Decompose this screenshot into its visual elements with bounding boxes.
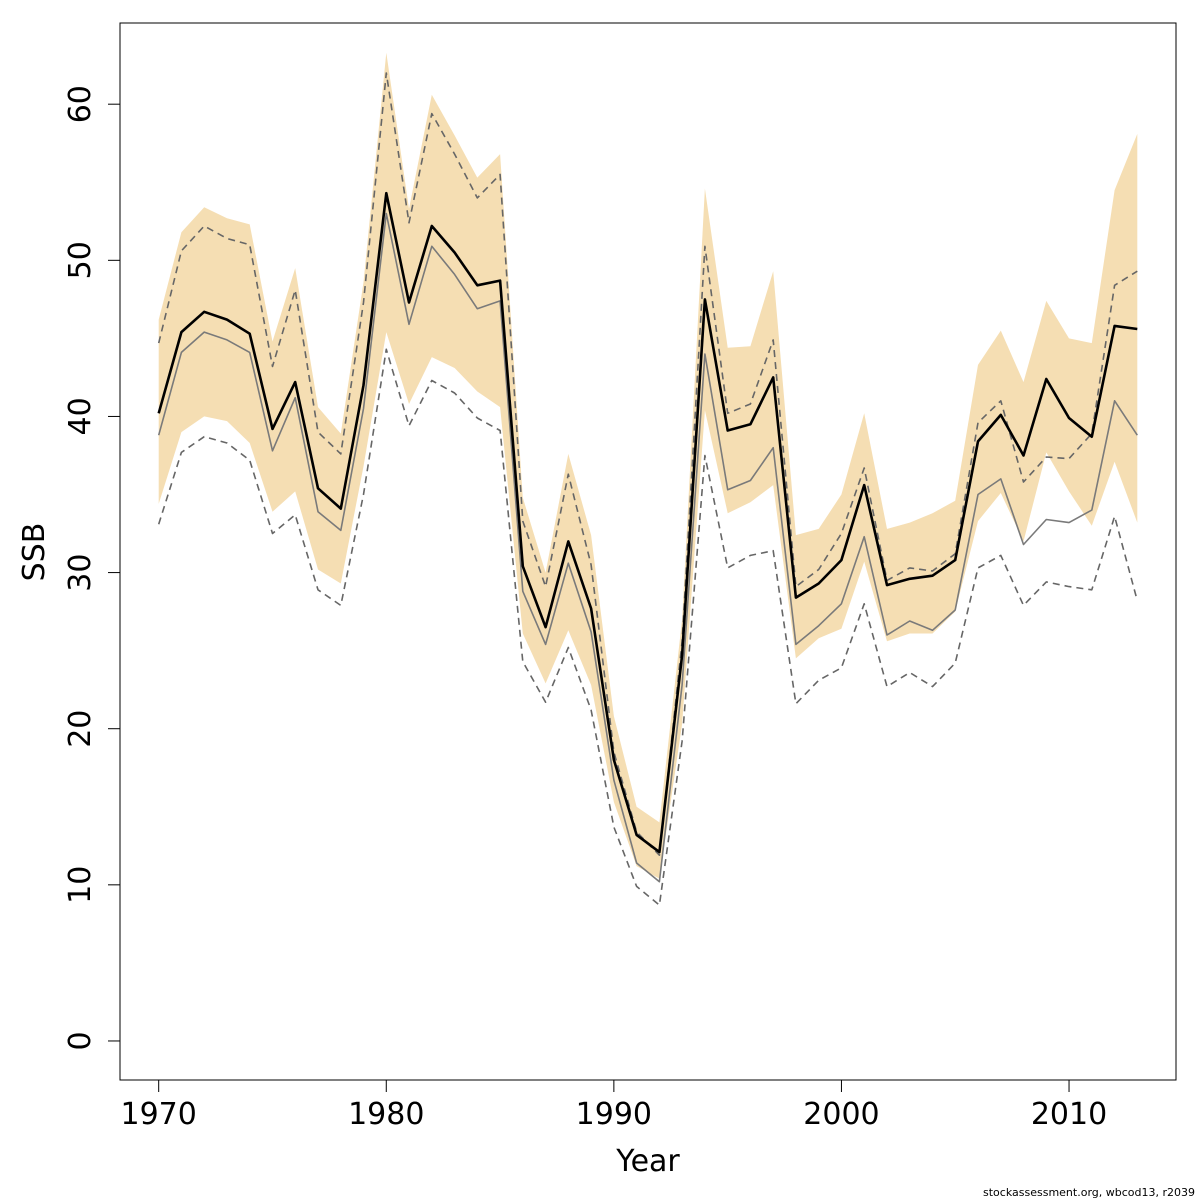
ssb-lower-dashed-line <box>157 348 1139 906</box>
y-axis: 0 10 20 30 40 50 60 <box>63 85 121 1051</box>
y-axis-title: SSB <box>17 523 52 582</box>
x-tick-label: 1990 <box>576 1097 652 1132</box>
y-tick-label: 50 <box>63 241 98 279</box>
x-tick-label: 1980 <box>348 1097 424 1132</box>
confidence-band <box>158 52 1138 879</box>
series-lines <box>157 72 1139 906</box>
confidence-band-area <box>158 52 1138 879</box>
x-tick-label: 1970 <box>121 1097 197 1132</box>
y-tick-label: 20 <box>63 710 98 748</box>
y-tick-label: 10 <box>63 866 98 904</box>
y-tick-label: 0 <box>63 1031 98 1050</box>
x-axis: 1970 1980 1990 2000 2010 <box>121 1079 1107 1132</box>
y-tick-label: 60 <box>63 85 98 123</box>
ssb-alt-estimate-line <box>157 212 1138 883</box>
x-tick-label: 2010 <box>1031 1097 1107 1132</box>
y-tick-label: 40 <box>63 397 98 435</box>
plot-frame <box>119 22 1177 1081</box>
ssb-estimate-line <box>157 191 1138 854</box>
footnote: stockassessment.org, wbcod13, r2039 <box>983 1186 1195 1199</box>
y-tick-label: 30 <box>63 554 98 592</box>
x-tick-label: 2000 <box>803 1097 879 1132</box>
x-axis-title: Year <box>615 1144 680 1179</box>
